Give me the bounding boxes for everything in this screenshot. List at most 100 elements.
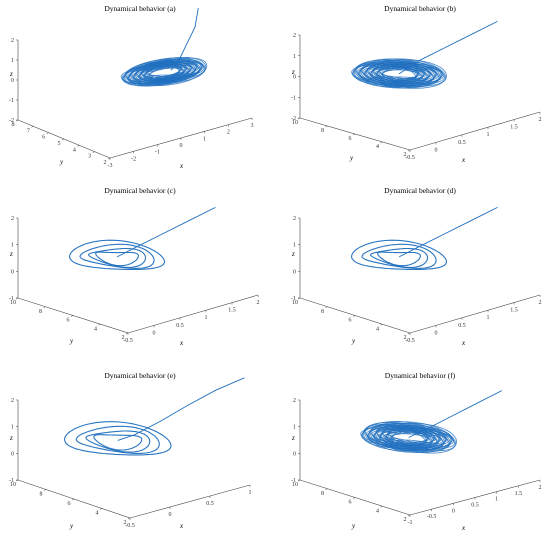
y-tick-mark <box>46 132 49 134</box>
z-tick-label: 1 <box>11 243 14 249</box>
panel-f: Dynamical behavior (f) -1 -0.5 0 0.5 1 1.5 2 2 4… <box>291 371 542 532</box>
y-tick-mark <box>407 514 411 517</box>
transient-trajectory <box>116 206 216 258</box>
y-tick-label: 5 <box>58 141 61 147</box>
x-tick-label: -2 <box>131 156 136 162</box>
attractor-loop <box>88 247 147 268</box>
z-tick-label: 0 <box>11 269 14 275</box>
x-axis <box>129 484 251 519</box>
x-tick-label: -0.5 <box>427 514 437 520</box>
y-tick-label: 6 <box>349 318 352 324</box>
y-tick-mark <box>352 133 356 136</box>
y-tick-label: 8 <box>321 491 324 497</box>
panel-c: Dynamical behavior (c) -0.5 0 0.5 1 1.5 2 2 4 6 8… <box>9 186 260 347</box>
y-tick-label: 8 <box>321 128 324 134</box>
x-tick-label: 0.5 <box>458 140 466 146</box>
z-tick-label: 0 <box>293 451 296 457</box>
x-tick-label: 0.5 <box>176 323 184 329</box>
attractor-loop <box>377 251 421 267</box>
attractor-loop <box>355 62 443 89</box>
axis-ticks: -0.5 0 0.5 1 1.5 2 2 4 6 8 10-2 -1 0 1 2 <box>291 33 542 161</box>
z-axis-label: z <box>9 70 13 78</box>
z-axis-label: z <box>9 250 13 258</box>
z-tick-label: -1 <box>291 95 296 101</box>
attractor-loop <box>122 57 206 85</box>
x-tick-label: 1.5 <box>510 308 518 314</box>
transient-trajectory <box>117 377 245 441</box>
x-tick-label: 2 <box>257 300 260 306</box>
z-tick-label: 0 <box>11 78 14 84</box>
y-tick-mark <box>107 157 111 160</box>
y-tick-label: 2 <box>404 152 407 158</box>
x-tick-label: -0.5 <box>123 338 133 344</box>
axis-ticks: -0.5 0 0.5 1 1.5 2 2 4 6 8 10-1 0 1 2 <box>291 216 542 344</box>
attractor-loop <box>79 243 155 269</box>
z-tick-label: 0 <box>11 451 14 457</box>
y-tick-label: 2 <box>404 517 407 523</box>
y-tick-label: 6 <box>68 501 71 507</box>
y-tick-mark <box>99 508 103 510</box>
y-tick-label: 4 <box>376 326 379 332</box>
attractor-loop <box>370 247 429 268</box>
y-tick-mark <box>407 332 411 335</box>
trajectory <box>64 377 245 456</box>
trajectory <box>351 206 498 270</box>
y-tick-label: 4 <box>376 144 379 150</box>
y-axis-label: y <box>349 154 354 162</box>
z-tick-label: -1 <box>291 296 296 302</box>
x-tick-label: 1 <box>487 132 490 138</box>
panel-title: Dynamical behavior (f) <box>385 371 456 380</box>
x-axis <box>409 111 541 151</box>
x-tick-label: 0 <box>435 147 438 153</box>
x-axis-label: x <box>461 156 466 164</box>
z-tick-label: 1 <box>11 425 14 431</box>
z-tick-label: 0 <box>293 75 296 81</box>
y-tick-label: 6 <box>67 318 70 324</box>
x-tick-label: 2 <box>539 117 542 123</box>
x-axis-label: x <box>179 339 184 347</box>
y-tick-mark <box>352 315 356 317</box>
attractor-loop <box>85 430 151 453</box>
y-tick-mark <box>71 498 75 501</box>
y-tick-label: 2 <box>404 335 407 341</box>
x-tick-label: 1 <box>249 490 252 496</box>
x-tick-label: -1 <box>155 150 160 156</box>
panel-d: Dynamical behavior (d) -0.5 0 0.5 1 1.5 2 2 4 6 8… <box>291 186 542 347</box>
attractor-loop <box>95 251 139 267</box>
trajectory <box>69 206 216 270</box>
x-tick-label: -1 <box>408 520 413 526</box>
transient-trajectory <box>398 20 498 75</box>
y-tick-label: 8 <box>12 122 15 128</box>
y-tick-mark <box>31 126 34 128</box>
y-axis-label: y <box>59 158 64 166</box>
y-tick-label: 8 <box>39 309 42 315</box>
x-tick-label: 2 <box>539 485 542 491</box>
y-tick-label: 8 <box>321 309 324 315</box>
y-tick-label: 4 <box>94 326 97 332</box>
x-tick-label: -0.5 <box>405 155 415 161</box>
attractor-loop <box>351 239 448 270</box>
z-tick-label: 2 <box>293 398 296 404</box>
panel-b: Dynamical behavior (b) -0.5 0 0.5 1 1.5 2 2 4 6 8… <box>291 4 542 164</box>
z-axis-label: z <box>291 250 295 258</box>
x-tick-label: 1.5 <box>515 491 523 497</box>
z-tick-label: 1 <box>11 58 14 64</box>
panel-title: Dynamical behavior (c) <box>104 186 176 195</box>
attractor-loop <box>75 425 160 454</box>
y-axis-label: y <box>351 522 356 530</box>
y-tick-mark <box>127 517 131 520</box>
y-tick-mark <box>380 141 383 144</box>
transient-trajectory <box>408 390 503 438</box>
x-tick-label: 0.5 <box>471 503 479 509</box>
y-axis-label: y <box>351 337 356 345</box>
attractor-loop <box>120 57 208 87</box>
y-tick-mark <box>125 332 129 335</box>
y-tick-mark <box>98 324 101 326</box>
attractor-loop <box>361 243 437 269</box>
z-tick-label: 1 <box>293 425 296 431</box>
x-axis-label: x <box>179 522 184 530</box>
trajectory <box>120 8 208 87</box>
y-axis-label: y <box>69 522 74 530</box>
x-tick-label: 0 <box>452 508 455 514</box>
